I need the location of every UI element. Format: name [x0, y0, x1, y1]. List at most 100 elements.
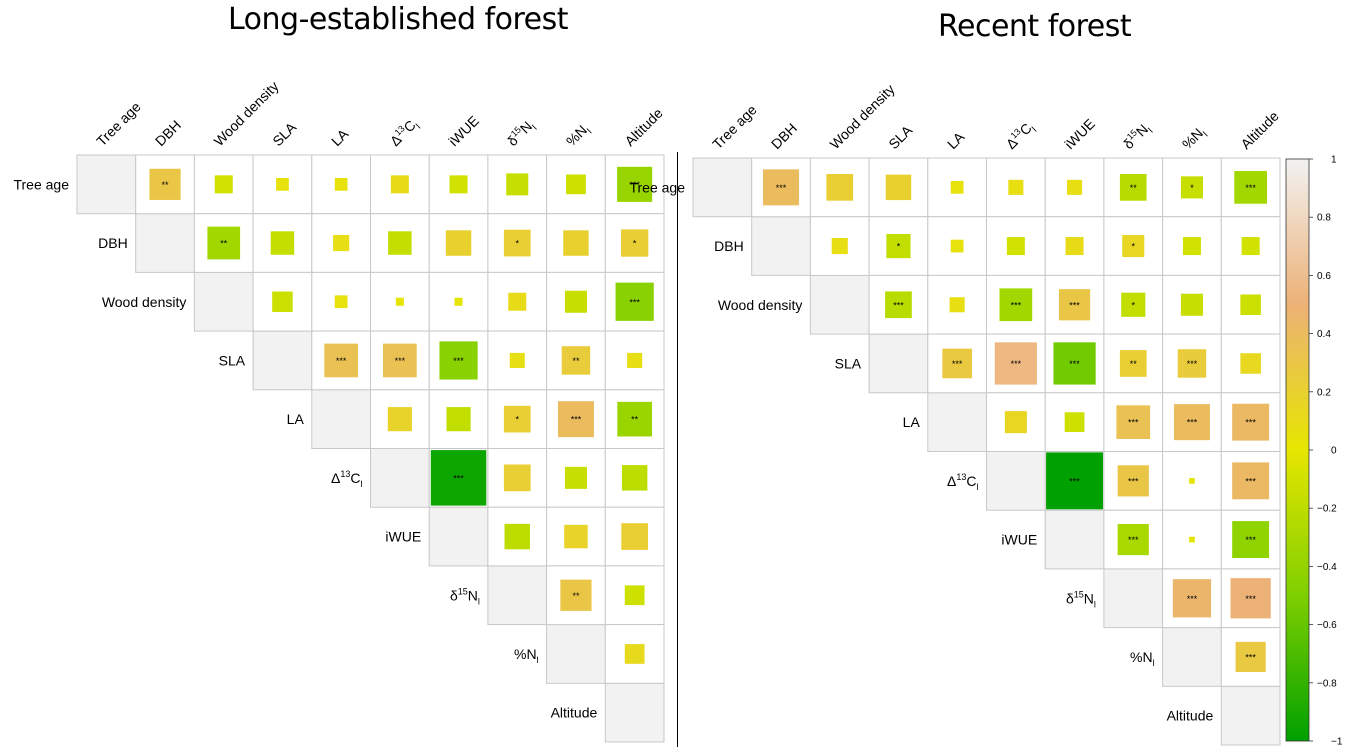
- significance-label: **: [572, 591, 580, 601]
- row-label: DBH: [714, 238, 744, 254]
- corr-square: [1241, 237, 1260, 256]
- diagonal-cell: [487, 565, 548, 626]
- significance-label: ***: [629, 297, 640, 307]
- corr-square: [503, 229, 531, 257]
- heatmap-panel-0: ** ***** * ******* *** *** *** *** *******: [76, 154, 665, 743]
- colorbar-tick-label: −0.4: [1317, 562, 1337, 573]
- colorbar-tick-label: −0.6: [1317, 620, 1337, 631]
- corr-square: [1177, 349, 1207, 378]
- corr-square: [566, 174, 586, 195]
- row-label: %Nl: [1130, 649, 1155, 668]
- corr-square: [1173, 404, 1210, 441]
- chart-title-left: Long-established forest: [228, 2, 569, 37]
- corr-square: [506, 173, 529, 196]
- corr-square: [615, 282, 654, 321]
- row-label: DBH: [98, 235, 128, 251]
- significance-label: ***: [1069, 300, 1080, 310]
- diagonal-cell: [546, 624, 606, 684]
- diagonal-cell: [135, 213, 195, 273]
- column-label: δ15Nl: [503, 116, 538, 151]
- significance-label: ***: [1128, 535, 1139, 545]
- significance-label: **: [631, 415, 639, 425]
- corr-square: [388, 231, 412, 255]
- corr-square: [324, 343, 358, 378]
- significance-label: *: [1131, 300, 1135, 310]
- row-label: Altitude: [551, 705, 598, 721]
- diagonal-cell: [809, 274, 870, 335]
- corr-square: [564, 466, 587, 489]
- column-label: δ15Nl: [1119, 119, 1154, 154]
- column-label: Altitude: [621, 105, 665, 149]
- corr-square: [1172, 579, 1212, 618]
- corr-square: [270, 231, 295, 255]
- diagonal-cell: [1044, 509, 1105, 570]
- row-label: Δ13Cl: [947, 472, 979, 492]
- significance-label: *: [897, 242, 901, 252]
- row-label: Tree age: [13, 176, 69, 192]
- corr-square: [950, 180, 964, 194]
- corr-square: [509, 352, 525, 368]
- column-label: SLA: [885, 122, 915, 152]
- significance-label: ***: [776, 183, 787, 193]
- corr-square: [1230, 578, 1271, 619]
- corr-square: [1008, 179, 1024, 195]
- diagonal-cell: [76, 154, 137, 215]
- diagonal-cell: [370, 448, 430, 508]
- row-label: Wood density: [102, 294, 187, 310]
- significance-label: **: [572, 356, 580, 366]
- colorbar-tick-label: −0.8: [1317, 678, 1337, 689]
- corr-square: [826, 173, 854, 201]
- corr-square: [886, 233, 911, 259]
- corr-square: [149, 168, 181, 200]
- corr-square: [1004, 411, 1027, 434]
- significance-label: **: [220, 239, 228, 249]
- corr-square: [1182, 237, 1201, 256]
- diagonal-cell: [986, 451, 1046, 511]
- significance-label: ***: [336, 356, 347, 366]
- significance-label: ***: [1187, 418, 1198, 428]
- significance-label: ***: [1069, 359, 1080, 369]
- corr-square: [1117, 523, 1149, 556]
- corr-square: [1232, 521, 1270, 559]
- column-label: Δ13Cl: [386, 115, 422, 151]
- corr-square: [885, 291, 912, 319]
- significance-label: ***: [1245, 652, 1256, 662]
- corr-square: [1067, 179, 1083, 195]
- row-label: Wood density: [718, 297, 803, 313]
- significance-label: ***: [1187, 359, 1198, 369]
- corr-square: [1122, 235, 1145, 258]
- corr-square: [454, 297, 463, 306]
- significance-label: ***: [1187, 594, 1198, 604]
- corr-square: [621, 465, 648, 491]
- column-label: LA: [944, 128, 968, 152]
- corr-square: [942, 348, 972, 379]
- significance-label: ***: [453, 356, 464, 366]
- corr-square: [1119, 350, 1147, 377]
- colorbar-tick-label: 0.2: [1317, 387, 1331, 398]
- diagonal-cell: [428, 506, 489, 567]
- corr-square: [1189, 536, 1195, 543]
- column-label: Tree age: [709, 101, 760, 152]
- corr-square: [949, 297, 965, 313]
- column-label: Altitude: [1237, 108, 1281, 152]
- corr-square: [1240, 294, 1261, 316]
- diagonal-cell: [1103, 568, 1164, 629]
- column-label: %Nl: [1179, 123, 1210, 154]
- corr-square: [445, 230, 472, 256]
- significance-label: *: [1131, 242, 1135, 252]
- grid-cell: [1044, 216, 1105, 276]
- corr-square: [627, 352, 643, 368]
- diagonal-cell: [751, 216, 811, 276]
- diagonal-cell: [252, 330, 313, 391]
- corr-square: [1065, 237, 1084, 256]
- corr-square: [561, 346, 591, 375]
- colorbar-tick-label: 0.8: [1317, 213, 1331, 224]
- corr-square: [557, 401, 594, 438]
- significance-label: *: [1190, 183, 1194, 193]
- significance-label: ***: [1245, 476, 1256, 486]
- row-label: δ15Nl: [450, 586, 480, 606]
- colorbar: [1285, 158, 1310, 742]
- column-label: iWUE: [1061, 116, 1098, 153]
- corr-square: [950, 239, 964, 253]
